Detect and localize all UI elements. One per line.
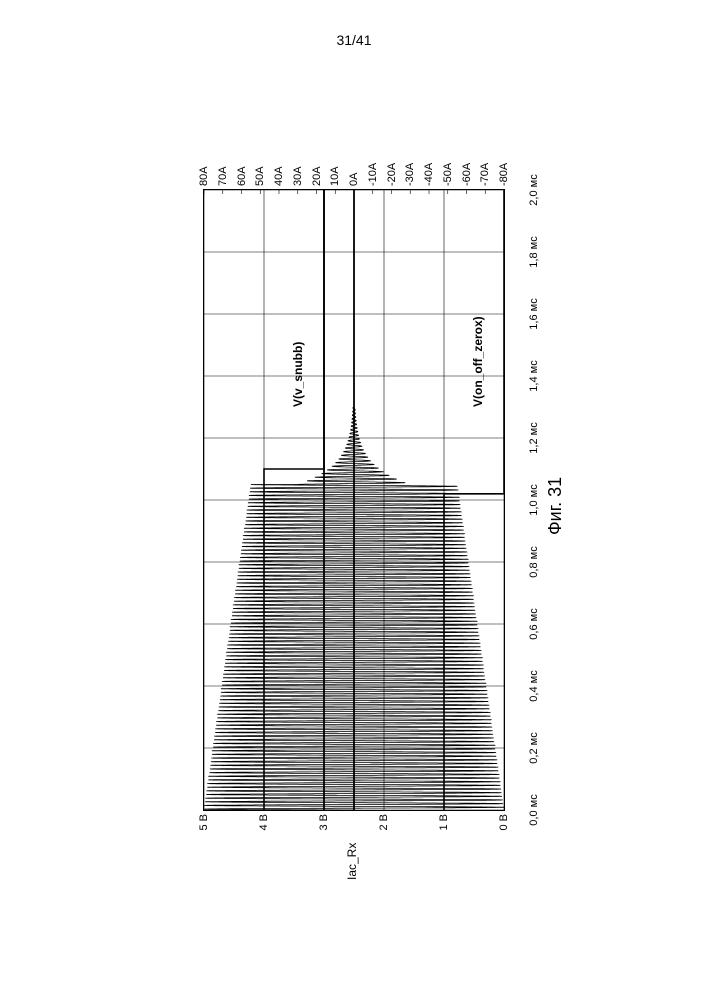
y-right-tick: 30A: [292, 148, 304, 186]
y-left-tick: 0 В: [498, 814, 510, 848]
y-right-tick: 20A: [311, 148, 323, 186]
x-tick: 1,6 мс: [528, 298, 540, 329]
y-right-tick: 80A: [198, 148, 210, 186]
page-number: 31/41: [0, 32, 708, 48]
x-tick: 1,4 мс: [528, 360, 540, 391]
y-right-tick: 50A: [254, 148, 266, 186]
y-left-tick: 5 В: [198, 814, 210, 848]
x-tick: 0,2 мс: [528, 732, 540, 763]
x-tick: 1,8 мс: [528, 236, 540, 267]
y-left-tick: 4 В: [258, 814, 270, 848]
y-right-tick: 60A: [236, 148, 248, 186]
y-left-tick: 1 В: [438, 814, 450, 848]
y-right-tick: -60A: [461, 148, 473, 186]
series-label-iac-rx: Iac_Rx: [345, 843, 359, 880]
x-tick: 1,0 мс: [528, 484, 540, 515]
x-tick: 1,2 мс: [528, 422, 540, 453]
y-right-tick: -10A: [367, 148, 379, 186]
y-right-tick: 40A: [273, 148, 285, 186]
plot-svg: [204, 190, 504, 810]
x-tick: 0,6 мс: [528, 608, 540, 639]
series-label-v-snubb: V(v_snubb): [291, 342, 305, 407]
y-left-tick: 3 В: [318, 814, 330, 848]
y-right-tick: 70A: [217, 148, 229, 186]
oscilloscope-plot: 0 В1 В2 В3 В4 В5 В -80A-70A-60A-50A-40A-…: [203, 189, 505, 811]
y-right-tick: -20A: [386, 148, 398, 186]
plot-rotated-container: 0 В1 В2 В3 В4 В5 В -80A-70A-60A-50A-40A-…: [203, 189, 505, 811]
series-label-on-off-zerox: V(on_off_zerox): [471, 316, 485, 407]
x-tick: 2,0 мс: [528, 174, 540, 205]
y-right-tick: -50A: [442, 148, 454, 186]
y-right-tick: -80A: [498, 148, 510, 186]
figure-caption: Фиг. 31: [545, 477, 566, 535]
y-left-tick: 2 В: [378, 814, 390, 848]
y-right-tick: -40A: [423, 148, 435, 186]
x-tick: 0,8 мс: [528, 546, 540, 577]
x-tick: 0,4 мс: [528, 670, 540, 701]
x-tick: 0,0 мс: [528, 794, 540, 825]
y-right-tick: -30A: [404, 148, 416, 186]
y-right-tick: 0A: [348, 148, 360, 186]
y-right-tick: -70A: [479, 148, 491, 186]
y-right-tick: 10A: [329, 148, 341, 186]
